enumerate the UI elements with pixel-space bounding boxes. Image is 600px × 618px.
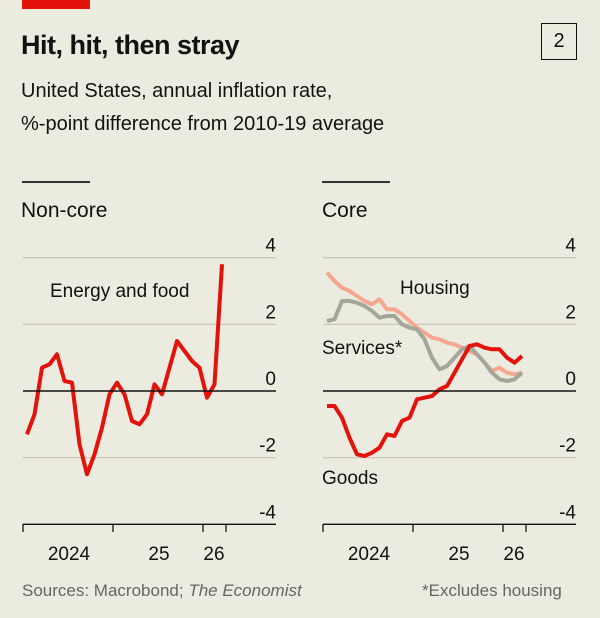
panel-title-core: Core: [322, 199, 368, 222]
panel-rule-right: [322, 181, 390, 183]
y-tick-label: 4: [565, 236, 576, 257]
panel-rule-left: [22, 181, 90, 183]
series-label-energy-food: Energy and food: [50, 281, 190, 302]
y-tick-label: -2: [559, 436, 576, 457]
y-tick-label: -2: [259, 436, 276, 457]
series-line-energy-and-food: [25, 264, 224, 477]
subtitle-line-2: %-point difference from 2010-19 average: [21, 113, 385, 135]
series-line-goods: [327, 342, 524, 458]
x-tick-label: 2024: [348, 544, 391, 565]
panel-title-noncore: Non-core: [21, 199, 108, 222]
y-tick-label: -4: [259, 502, 276, 523]
series-label-goods: Goods: [322, 468, 378, 489]
x-tick-label: 2024: [48, 544, 91, 565]
series-line-services: [326, 299, 524, 383]
y-tick-label: 0: [565, 369, 576, 390]
y-tick-label: -4: [559, 502, 576, 523]
series-label-services: Services*: [322, 338, 403, 359]
sources-note: Sources: Macrobond; The Economist: [22, 581, 302, 601]
chart-title: Hit, hit, then stray: [21, 30, 240, 60]
y-tick-label: 2: [265, 302, 276, 323]
accent-bar: [22, 0, 90, 9]
subtitle-line-1: United States, annual inflation rate,: [21, 80, 333, 102]
x-tick-label: 25: [448, 544, 469, 565]
x-tick-label: 26: [503, 544, 524, 565]
y-tick-label: 2: [565, 302, 576, 323]
chart-number-badge: 2: [541, 23, 577, 60]
footnote: *Excludes housing: [422, 581, 562, 600]
series-label-housing: Housing: [400, 278, 470, 299]
y-tick-label: 0: [265, 369, 276, 390]
y-tick-label: 4: [265, 236, 276, 257]
sources-prefix: Sources: Macrobond;: [22, 581, 189, 600]
x-tick-label: 26: [203, 544, 224, 565]
x-tick-label: 25: [148, 544, 169, 565]
sources-italic: The Economist: [188, 581, 302, 600]
